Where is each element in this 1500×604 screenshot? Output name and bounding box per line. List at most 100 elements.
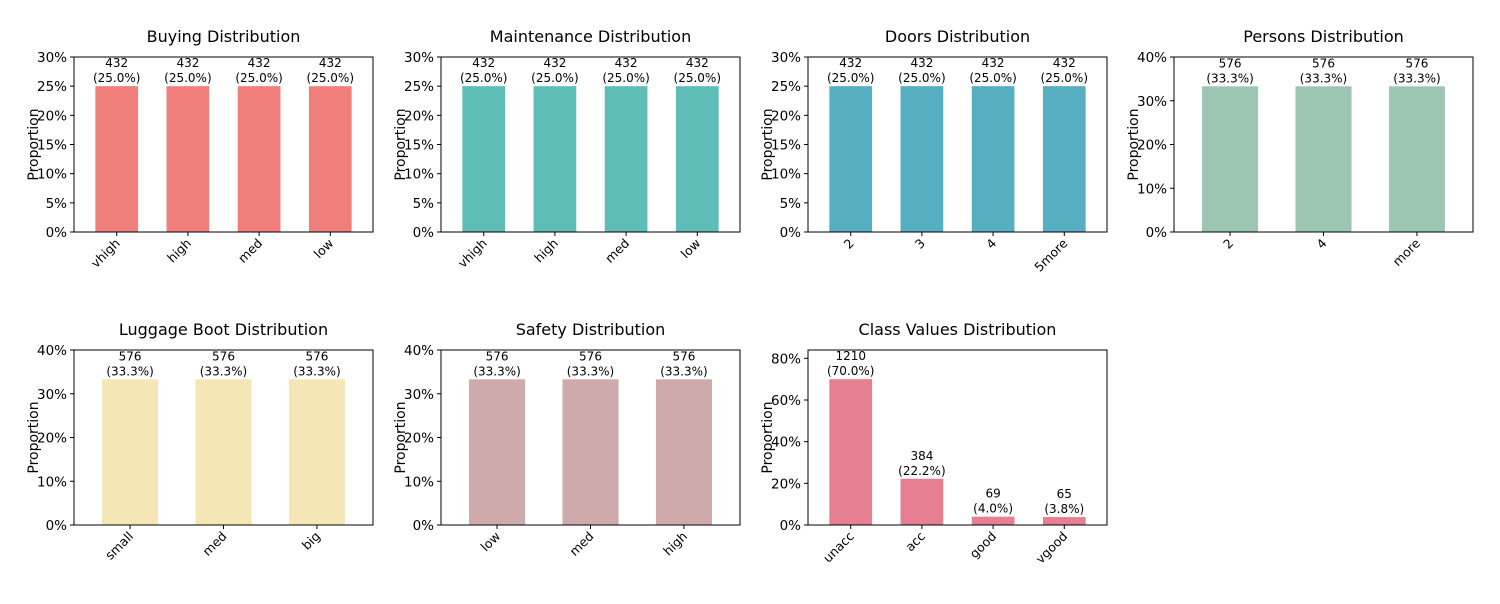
bar-percent-label: (33.3%) bbox=[1393, 71, 1440, 85]
y-tick-label: 30% bbox=[404, 387, 434, 403]
y-tick-label: 5% bbox=[46, 196, 68, 212]
x-tick-label: med bbox=[235, 236, 265, 266]
subplot-2: Maintenance Distribution Proportion 0% 5% 10… bbox=[393, 27, 741, 271]
bar bbox=[1042, 86, 1086, 233]
y-axis-label: Proportion bbox=[26, 401, 42, 473]
subplot-7: Class Values Distribution Proportion 0% 20%… bbox=[760, 320, 1108, 566]
bar-percent-label: (33.3%) bbox=[1300, 71, 1347, 85]
y-tick-label: 20% bbox=[37, 108, 67, 124]
y-axis-label: Proportion bbox=[393, 108, 409, 180]
bar bbox=[95, 86, 139, 233]
y-tick-label: 20% bbox=[771, 108, 801, 124]
y-tick-label: 0% bbox=[780, 225, 802, 241]
bar-count-label: 432 bbox=[910, 56, 933, 70]
y-tick-label: 20% bbox=[37, 431, 67, 447]
subplot-3: Doors Distribution Proportion 0% 5% 10% 15% 20… bbox=[760, 27, 1108, 275]
bar-count-label: 576 bbox=[486, 349, 509, 363]
bar-percent-label: (25.0%) bbox=[93, 71, 140, 85]
bar-count-label: 576 bbox=[1219, 56, 1242, 70]
bar-count-label: 432 bbox=[105, 56, 128, 70]
bar-percent-label: (25.0%) bbox=[1041, 71, 1088, 85]
x-tick-label: 5more bbox=[1031, 235, 1070, 274]
x-tick-label: 3 bbox=[912, 236, 928, 252]
x-tick-label: med bbox=[566, 529, 596, 559]
bar-count-label: 69 bbox=[985, 487, 1000, 501]
bar bbox=[829, 379, 873, 525]
y-tick-label: 20% bbox=[404, 431, 434, 447]
y-tick-label: 30% bbox=[771, 50, 801, 66]
bar-count-label: 576 bbox=[119, 349, 142, 363]
axes-frame bbox=[807, 56, 1108, 233]
x-tick-label: med bbox=[602, 236, 632, 266]
y-tick-label: 10% bbox=[37, 167, 67, 183]
bar bbox=[237, 86, 281, 233]
axes-frame bbox=[73, 56, 374, 233]
axes-frame bbox=[440, 349, 741, 526]
bar-percent-label: (25.0%) bbox=[307, 71, 354, 85]
bar-count-label: 432 bbox=[686, 56, 709, 70]
y-tick-label: 40% bbox=[771, 435, 801, 451]
bar bbox=[1388, 86, 1445, 232]
bar bbox=[195, 379, 252, 525]
y-tick-label: 60% bbox=[771, 393, 801, 409]
y-axis-label: Proportion bbox=[760, 401, 776, 473]
x-tick-label: small bbox=[102, 529, 136, 563]
bar-count-label: 432 bbox=[248, 56, 271, 70]
y-tick-label: 20% bbox=[1137, 138, 1167, 154]
bar-percent-label: (25.0%) bbox=[235, 71, 282, 85]
axes-frame bbox=[440, 56, 741, 233]
bar-count-label: 65 bbox=[1057, 487, 1072, 501]
bar bbox=[308, 86, 352, 233]
bar-count-label: 432 bbox=[319, 56, 342, 70]
bar-percent-label: (25.0%) bbox=[460, 71, 507, 85]
bar bbox=[102, 379, 159, 525]
bar-count-label: 432 bbox=[1053, 56, 1076, 70]
y-tick-label: 10% bbox=[404, 167, 434, 183]
y-tick-label: 40% bbox=[1137, 50, 1167, 66]
x-tick-label: low bbox=[678, 236, 704, 262]
subplot-title: Buying Distribution bbox=[147, 27, 301, 46]
bar-count-label: 576 bbox=[305, 349, 328, 363]
x-tick-label: high bbox=[660, 529, 690, 559]
y-axis-label: Proportion bbox=[393, 401, 409, 473]
x-tick-label: 4 bbox=[983, 235, 999, 251]
bar-percent-label: (25.0%) bbox=[602, 71, 649, 85]
y-tick-label: 25% bbox=[37, 79, 67, 95]
x-tick-label: 2 bbox=[1220, 236, 1236, 252]
bar bbox=[900, 86, 944, 233]
x-tick-label: 2 bbox=[841, 236, 857, 252]
x-tick-label: high bbox=[531, 236, 561, 266]
y-tick-label: 20% bbox=[771, 476, 801, 492]
y-tick-label: 30% bbox=[1137, 94, 1167, 110]
bar-percent-label: (25.0%) bbox=[164, 71, 211, 85]
bar-percent-label: (33.3%) bbox=[106, 364, 153, 378]
y-tick-label: 20% bbox=[404, 108, 434, 124]
subplot-1: Buying Distribution Proportion 0% 5% 10% 15% 2… bbox=[26, 27, 374, 271]
subplot-title: Class Values Distribution bbox=[859, 320, 1057, 339]
bar-count-label: 576 bbox=[579, 349, 602, 363]
x-tick-label: vhigh bbox=[455, 236, 490, 271]
bar bbox=[829, 86, 873, 233]
bar-count-label: 432 bbox=[176, 56, 199, 70]
axes-frame bbox=[1173, 56, 1474, 233]
x-tick-label: acc bbox=[902, 528, 928, 554]
bar-percent-label: (33.3%) bbox=[200, 364, 247, 378]
bar-count-label: 576 bbox=[1312, 56, 1335, 70]
x-tick-label: vhigh bbox=[88, 236, 123, 271]
bar-count-label: 432 bbox=[839, 56, 862, 70]
bar bbox=[675, 86, 719, 233]
x-tick-label: low bbox=[311, 236, 337, 262]
y-tick-label: 30% bbox=[37, 50, 67, 66]
subplot-title: Doors Distribution bbox=[885, 27, 1030, 46]
bar-count-label: 576 bbox=[672, 349, 695, 363]
y-tick-label: 10% bbox=[37, 474, 67, 490]
y-tick-label: 15% bbox=[404, 138, 434, 154]
bar-percent-label: (33.3%) bbox=[567, 364, 614, 378]
bar-percent-label: (3.8%) bbox=[1044, 502, 1084, 516]
bar-percent-label: (22.2%) bbox=[898, 464, 945, 478]
bar bbox=[288, 379, 345, 525]
y-tick-label: 0% bbox=[413, 225, 435, 241]
subplot-5: Luggage Boot Distribution Proportion 0% 10%… bbox=[26, 320, 374, 563]
subplot-title: Luggage Boot Distribution bbox=[119, 320, 328, 339]
